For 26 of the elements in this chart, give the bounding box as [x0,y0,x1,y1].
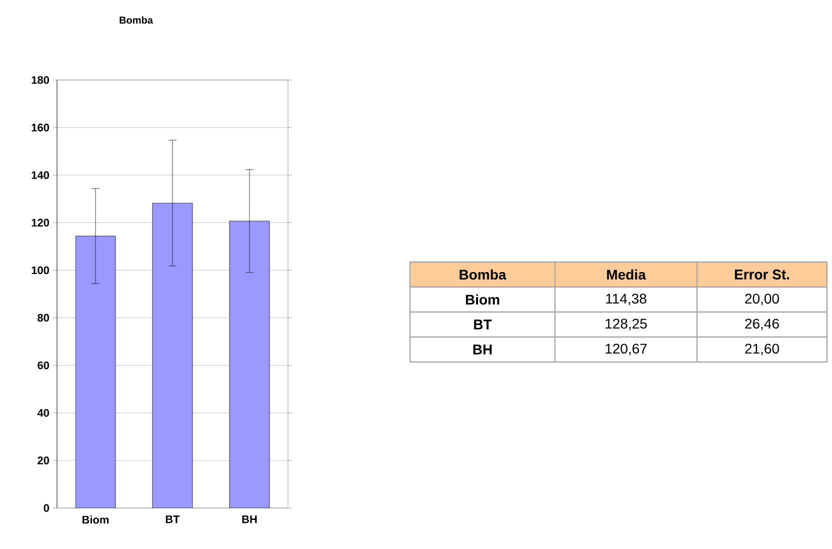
x-tick-label: Biom [82,516,109,524]
y-tick-label: 100 [32,266,50,274]
text: 114,38 [606,294,646,306]
x-tick-label: BH [242,516,257,524]
text: Bomba [460,269,506,280]
y-tick-label: 20 [38,456,50,464]
text: 20,00 [745,294,779,306]
y-tick-label: 120 [32,218,50,227]
y-tick-label: 60 [38,361,50,370]
x-tick-label: BT [166,516,180,524]
y-tick-label: 160 [32,124,50,132]
y-tick-label: 80 [38,314,50,322]
text: 21,60 [745,344,779,356]
text: Media [607,269,646,280]
category-label: Biom [466,294,500,305]
y-tick-label: 140 [32,171,50,180]
y-tick-label: 40 [37,409,50,417]
y-tick-label: 180 [32,76,50,84]
text: 120,67 [606,344,647,356]
text: 128,25 [606,318,647,330]
y-tick-label: 0 [44,504,50,512]
text: Error St. [734,270,790,280]
category-label: BH [473,344,492,354]
chart-title: Bomba [120,16,154,24]
category-label: BT [474,320,492,330]
text: 26,46 [745,318,779,330]
